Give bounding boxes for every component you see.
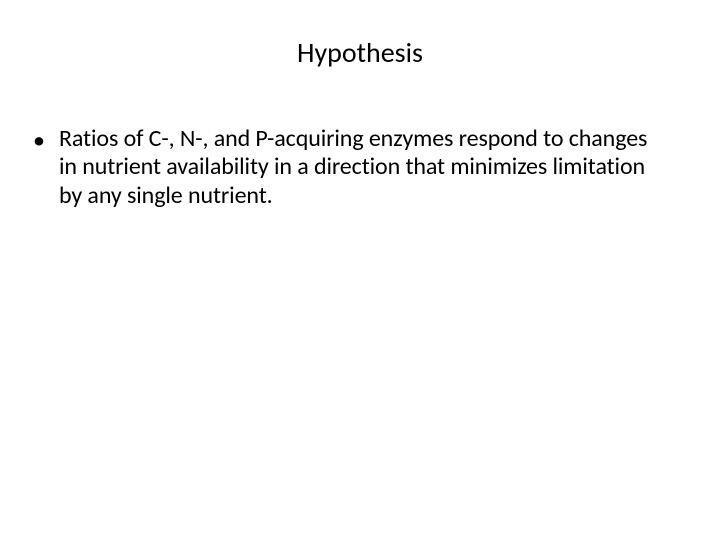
bullet-marker: • (33, 125, 45, 156)
slide-title: Hypothesis (30, 35, 690, 70)
bullet-item: • Ratios of C-, N-, and P-acquiring enzy… (33, 125, 670, 210)
body-content: • Ratios of C-, N-, and P-acquiring enzy… (30, 125, 690, 210)
bullet-text: Ratios of C-, N-, and P-acquiring enzyme… (59, 125, 670, 210)
slide-container: Hypothesis • Ratios of C-, N-, and P-acq… (0, 0, 720, 540)
